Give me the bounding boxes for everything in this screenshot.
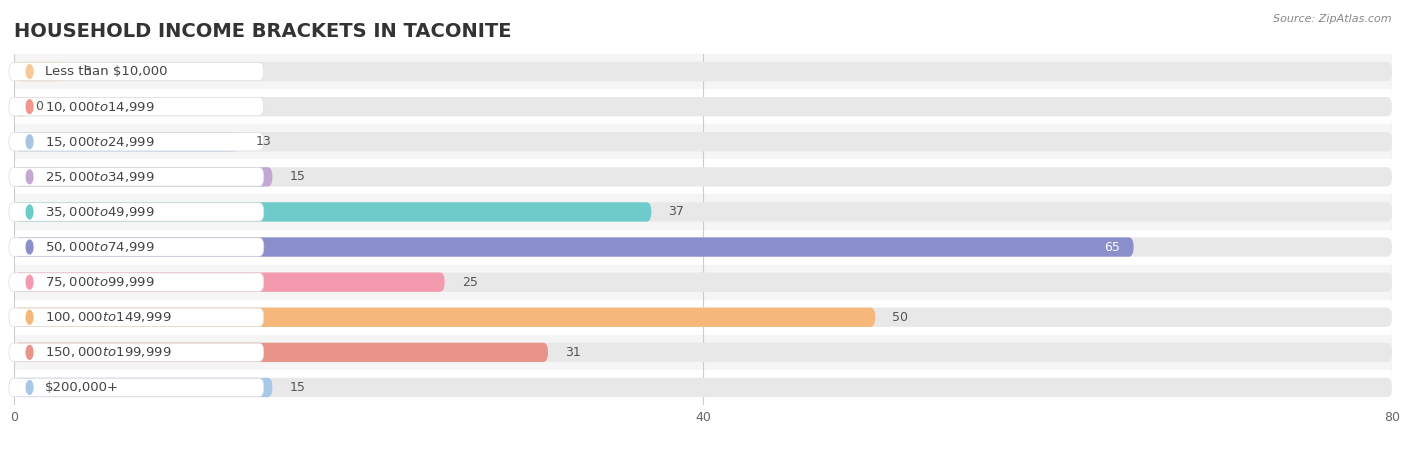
- Text: 50: 50: [893, 311, 908, 324]
- Text: 0: 0: [35, 100, 42, 113]
- Text: Less than $10,000: Less than $10,000: [45, 65, 167, 78]
- FancyBboxPatch shape: [14, 273, 1392, 292]
- FancyBboxPatch shape: [14, 202, 1392, 221]
- Circle shape: [27, 100, 32, 113]
- Bar: [14, 124, 1392, 159]
- Circle shape: [27, 205, 32, 219]
- Text: $75,000 to $99,999: $75,000 to $99,999: [45, 275, 155, 289]
- Bar: [14, 159, 1392, 194]
- FancyBboxPatch shape: [14, 238, 1392, 256]
- FancyBboxPatch shape: [8, 238, 264, 256]
- Circle shape: [27, 240, 32, 254]
- FancyBboxPatch shape: [14, 167, 273, 186]
- Text: 3: 3: [83, 65, 91, 78]
- Text: $50,000 to $74,999: $50,000 to $74,999: [45, 240, 155, 254]
- Text: $15,000 to $24,999: $15,000 to $24,999: [45, 135, 155, 149]
- FancyBboxPatch shape: [8, 168, 264, 186]
- Text: $35,000 to $49,999: $35,000 to $49,999: [45, 205, 155, 219]
- Text: 15: 15: [290, 171, 305, 183]
- Circle shape: [27, 135, 32, 148]
- Text: $10,000 to $14,999: $10,000 to $14,999: [45, 99, 155, 114]
- FancyBboxPatch shape: [14, 378, 1392, 397]
- Text: 15: 15: [290, 381, 305, 394]
- FancyBboxPatch shape: [8, 98, 264, 116]
- Circle shape: [27, 310, 32, 324]
- Circle shape: [27, 346, 32, 359]
- Text: HOUSEHOLD INCOME BRACKETS IN TACONITE: HOUSEHOLD INCOME BRACKETS IN TACONITE: [14, 22, 512, 41]
- FancyBboxPatch shape: [8, 308, 264, 326]
- Circle shape: [27, 170, 32, 184]
- Text: Source: ZipAtlas.com: Source: ZipAtlas.com: [1274, 14, 1392, 23]
- FancyBboxPatch shape: [8, 343, 264, 361]
- FancyBboxPatch shape: [14, 308, 1392, 327]
- FancyBboxPatch shape: [8, 63, 264, 81]
- Bar: [14, 335, 1392, 370]
- FancyBboxPatch shape: [14, 308, 875, 327]
- Bar: [14, 194, 1392, 230]
- Text: $150,000 to $199,999: $150,000 to $199,999: [45, 345, 172, 360]
- Text: 65: 65: [1104, 241, 1119, 253]
- Bar: [14, 54, 1392, 89]
- FancyBboxPatch shape: [14, 238, 1133, 256]
- FancyBboxPatch shape: [14, 97, 1392, 116]
- FancyBboxPatch shape: [14, 167, 1392, 186]
- Circle shape: [27, 65, 32, 78]
- Circle shape: [27, 275, 32, 289]
- Text: 31: 31: [565, 346, 581, 359]
- FancyBboxPatch shape: [8, 203, 264, 221]
- Bar: [14, 370, 1392, 405]
- FancyBboxPatch shape: [14, 343, 1392, 362]
- Text: 25: 25: [463, 276, 478, 288]
- FancyBboxPatch shape: [14, 343, 548, 362]
- Bar: [14, 89, 1392, 124]
- Text: $100,000 to $149,999: $100,000 to $149,999: [45, 310, 172, 324]
- FancyBboxPatch shape: [8, 133, 264, 151]
- FancyBboxPatch shape: [8, 378, 264, 396]
- FancyBboxPatch shape: [14, 62, 1392, 81]
- FancyBboxPatch shape: [14, 273, 444, 292]
- Text: 37: 37: [669, 206, 685, 218]
- Bar: [14, 230, 1392, 265]
- FancyBboxPatch shape: [14, 202, 651, 221]
- Bar: [14, 300, 1392, 335]
- FancyBboxPatch shape: [14, 132, 1392, 151]
- Text: 13: 13: [256, 135, 271, 148]
- FancyBboxPatch shape: [8, 273, 264, 291]
- FancyBboxPatch shape: [14, 62, 66, 81]
- FancyBboxPatch shape: [14, 378, 273, 397]
- Text: $25,000 to $34,999: $25,000 to $34,999: [45, 170, 155, 184]
- Circle shape: [27, 381, 32, 394]
- FancyBboxPatch shape: [14, 132, 238, 151]
- FancyBboxPatch shape: [14, 97, 28, 116]
- Text: $200,000+: $200,000+: [45, 381, 120, 394]
- Bar: [14, 265, 1392, 300]
